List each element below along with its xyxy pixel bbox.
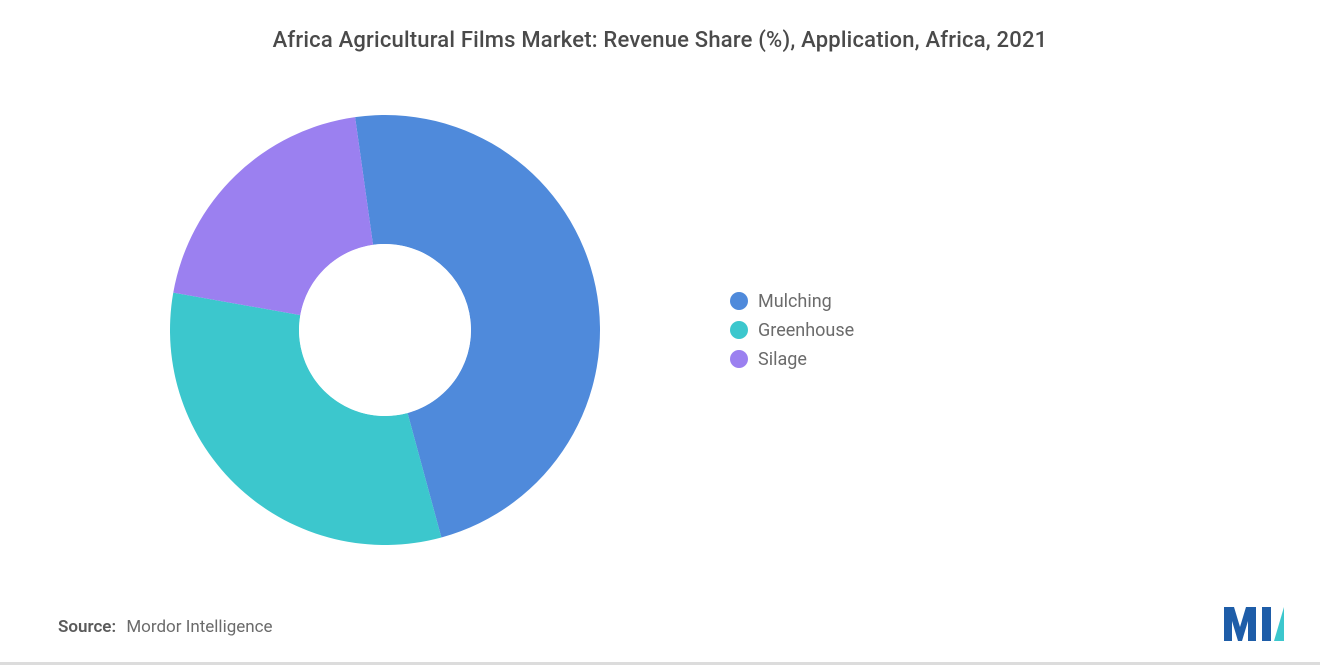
source-citation: Source: Mordor Intelligence <box>58 617 273 637</box>
brand-logo <box>1222 601 1286 643</box>
legend-dot-icon <box>730 350 748 368</box>
legend-item-greenhouse: Greenhouse <box>730 320 854 341</box>
legend-dot-icon <box>730 321 748 339</box>
chart-legend: Mulching Greenhouse Silage <box>730 291 854 370</box>
legend-dot-icon <box>730 292 748 310</box>
donut-hole <box>299 244 471 416</box>
source-value: Mordor Intelligence <box>126 617 272 637</box>
legend-item-mulching: Mulching <box>730 291 854 312</box>
legend-label: Silage <box>758 349 807 370</box>
source-label: Source: <box>58 617 116 637</box>
chart-area: Mulching Greenhouse Silage <box>170 90 1130 570</box>
chart-title: Africa Agricultural Films Market: Revenu… <box>0 0 1320 53</box>
legend-label: Mulching <box>758 291 832 312</box>
legend-label: Greenhouse <box>758 320 854 341</box>
donut-chart <box>170 115 600 545</box>
legend-item-silage: Silage <box>730 349 854 370</box>
